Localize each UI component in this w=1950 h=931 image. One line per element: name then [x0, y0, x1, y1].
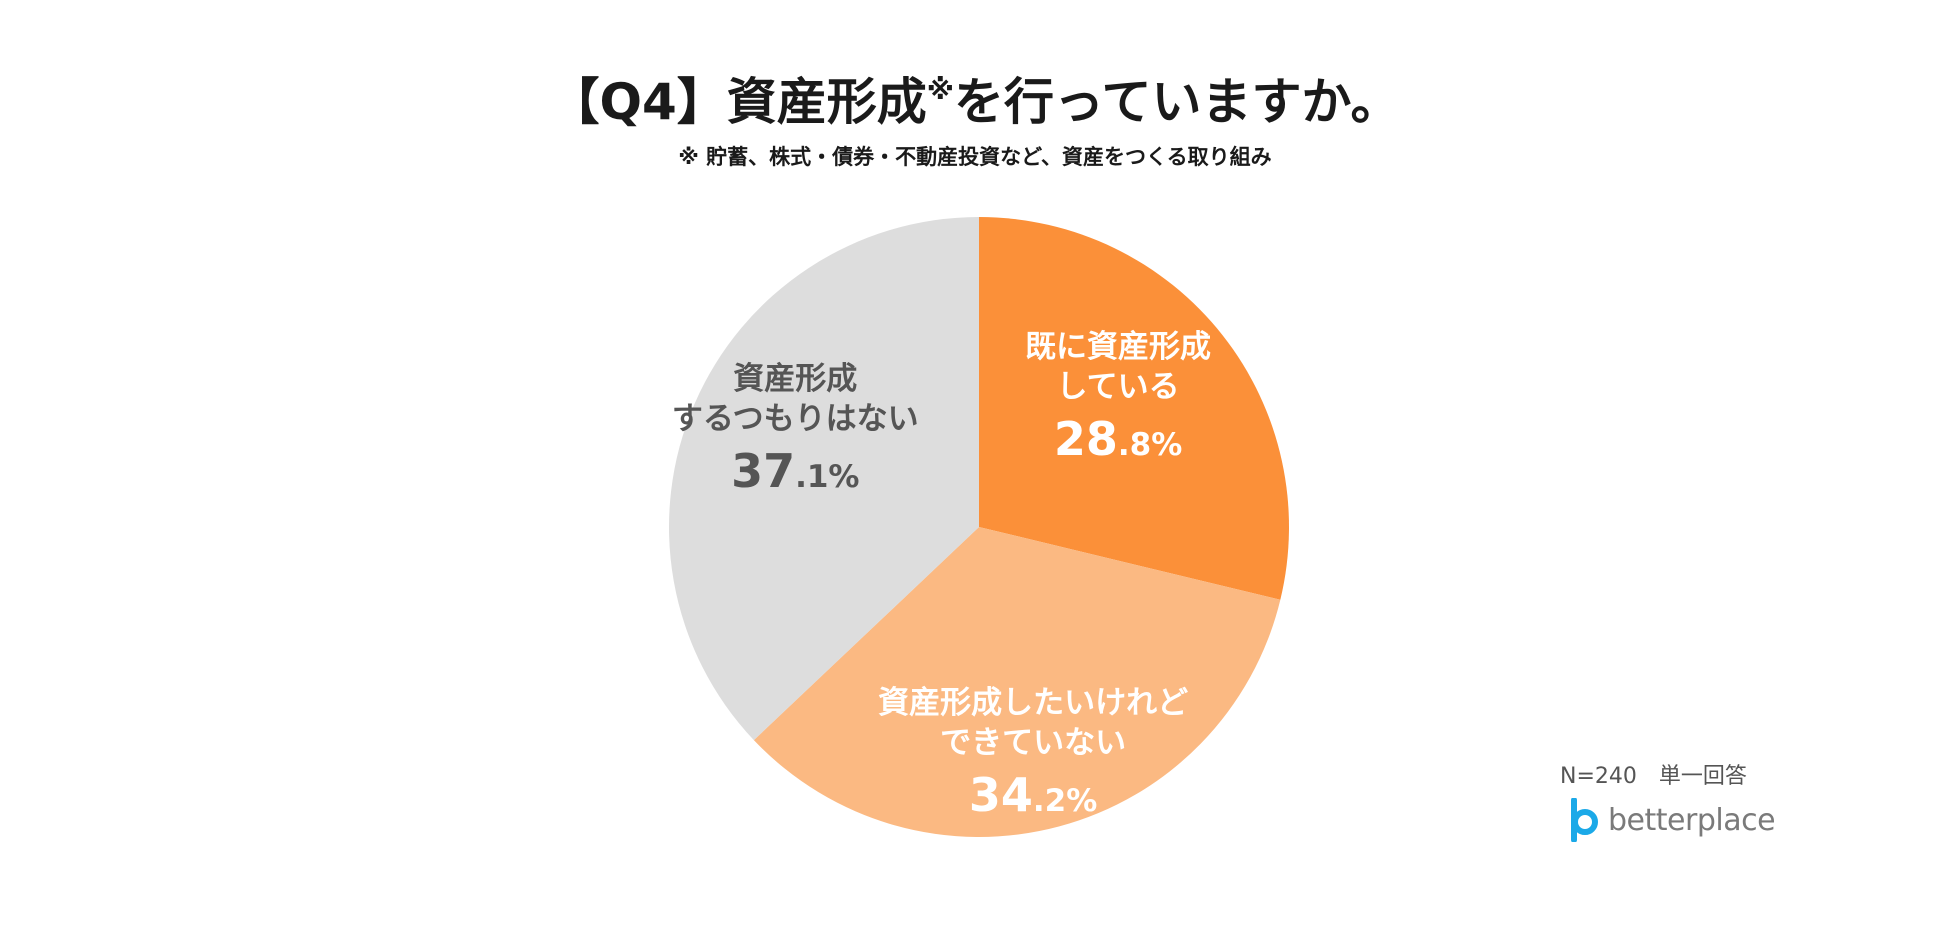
pie-slice-1: [753, 527, 1281, 837]
slice-label-1-line-0: 資産形成したいけれど: [878, 685, 1188, 721]
title-footnote-mark: ※: [926, 73, 955, 106]
slice-value-2: 37.1%: [731, 444, 859, 498]
pie-slices: [669, 217, 1289, 837]
slice-value-1: 34.2%: [969, 768, 1097, 822]
title-main: 【Q4】資産形成: [549, 73, 927, 131]
pie-slice-2: [669, 217, 979, 741]
pie-slice-0: [979, 217, 1289, 600]
slice-label-2-line-1: するつもりはない: [672, 401, 919, 437]
slice-label-1-line-1: できていない: [940, 725, 1126, 761]
logo-text: betterplace: [1608, 802, 1776, 838]
chart-subtitle: ※ 貯蓄、株式・債券・不動産投資など、資産をつくる取り組み: [678, 145, 1272, 169]
slice-label-0-line-0: 既に資産形成: [1025, 329, 1211, 365]
betterplace-logo-icon: [1571, 798, 1598, 842]
sample-size-note: N=240 単一回答: [1560, 764, 1747, 789]
slice-value-0: 28.8%: [1054, 412, 1182, 466]
slice-label-2-line-0: 資産形成: [733, 361, 857, 397]
slice-label-0-line-1: している: [1057, 369, 1180, 405]
title-tail: を行っていますか。: [954, 73, 1401, 131]
brand-logo: betterplace: [1568, 798, 1776, 842]
chart-title: 【Q4】資産形成※を行っていますか。: [0, 72, 1950, 132]
